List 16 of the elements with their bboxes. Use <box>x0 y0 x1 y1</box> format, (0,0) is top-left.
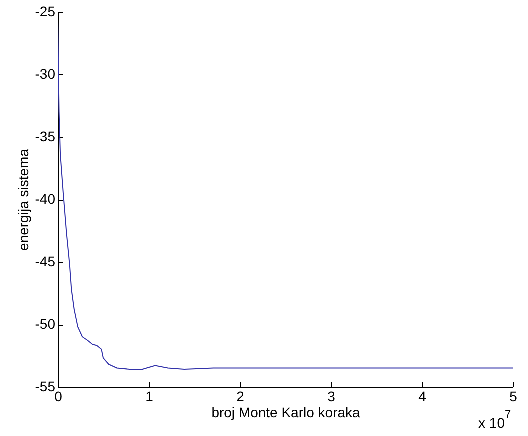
line-series <box>58 20 513 370</box>
y-axis-title: energija sistema <box>15 148 32 251</box>
x-tick-label: 2 <box>236 388 245 404</box>
x-axis-title: broj Monte Karlo koraka <box>212 404 361 420</box>
y-tick-label: -50 <box>35 316 56 332</box>
x-tick-label: 5 <box>510 388 518 404</box>
x-tick-label: 4 <box>418 388 427 404</box>
y-tick-label: -35 <box>35 128 56 144</box>
y-tick-label: -30 <box>35 66 56 82</box>
x-tick-label: 3 <box>328 388 336 404</box>
x-tick-label: 1 <box>146 388 154 404</box>
y-tick-label: -25 <box>35 4 56 20</box>
y-tick-label: -40 <box>35 191 56 207</box>
y-tick-label: -45 <box>35 254 56 270</box>
x-tick-label: 0 <box>54 388 63 404</box>
y-tick-label: -55 <box>35 378 56 394</box>
